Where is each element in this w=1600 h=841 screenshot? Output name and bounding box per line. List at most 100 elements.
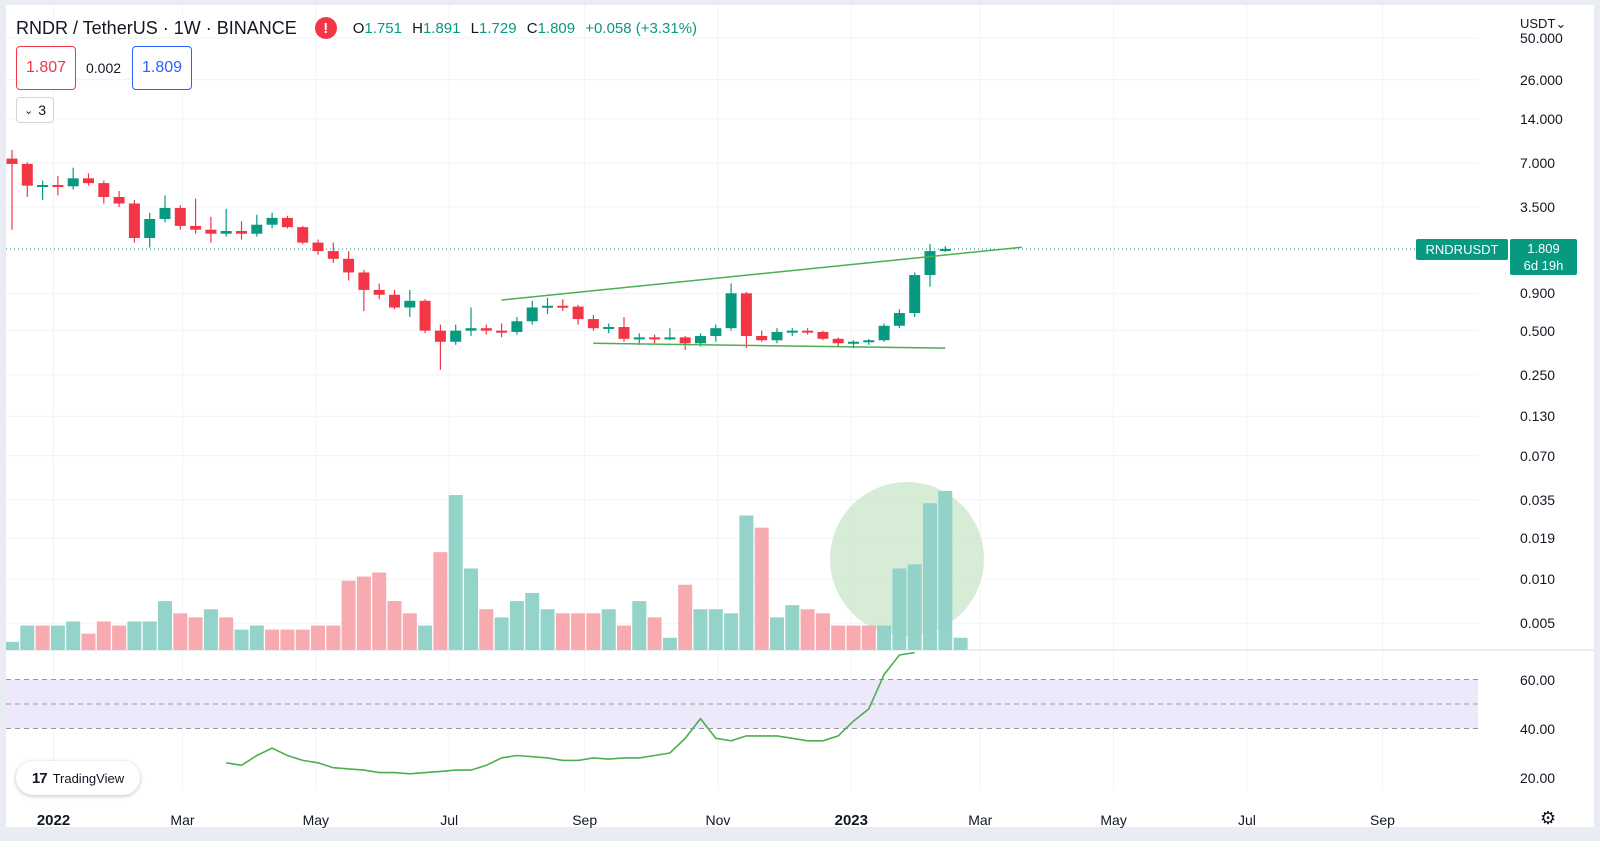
- symbol-price-label: RNDRUSDT: [1416, 239, 1508, 260]
- rsi-tick-label: 60.00: [1520, 671, 1556, 688]
- price-tick-label: 0.035: [1520, 491, 1556, 508]
- volume-bar: [770, 617, 784, 650]
- volume-bar: [341, 580, 356, 650]
- volume-bar: [800, 609, 815, 650]
- candle-body: [679, 337, 691, 344]
- low-value: 1.729: [479, 19, 517, 37]
- volume-bar: [188, 617, 203, 650]
- time-tick-label: Sep: [572, 812, 598, 828]
- volume-bar: [372, 572, 387, 650]
- time-tick-label: May: [302, 812, 330, 828]
- volume-bar: [540, 609, 555, 650]
- alert-icon[interactable]: !: [314, 17, 337, 39]
- rsi-tick-label: 20.00: [1520, 769, 1556, 786]
- frame-border-bottom: [0, 827, 1600, 841]
- candle-body: [587, 319, 599, 329]
- candle-body: [695, 335, 706, 344]
- tradingview-logo[interactable]: 17 TradingView: [16, 761, 140, 795]
- chevron-down-icon: ⌄: [23, 104, 34, 117]
- candle-body: [358, 272, 370, 290]
- volume-bar: [785, 605, 800, 650]
- volume-bar: [81, 633, 96, 650]
- symbol-title[interactable]: RNDR / TetherUS · 1W · BINANCE: [16, 17, 297, 38]
- candle-body: [740, 293, 752, 336]
- volume-bar: [846, 625, 861, 650]
- time-tick-label: 2022: [36, 812, 71, 829]
- volume-bar: [96, 621, 111, 650]
- volume-bar: [5, 641, 19, 650]
- price-tick-label: 0.500: [1520, 322, 1556, 339]
- volume-bar: [356, 576, 371, 650]
- candle-body: [174, 207, 186, 226]
- candle-body: [251, 224, 263, 234]
- volume-bar: [203, 609, 218, 650]
- volume-bar: [555, 613, 570, 650]
- last-price-label: 1.809 6d 19h: [1510, 239, 1577, 275]
- volume-bar: [953, 637, 968, 650]
- candle-body: [557, 305, 569, 308]
- candle-body: [312, 242, 324, 252]
- candle-body: [832, 338, 844, 344]
- trendline: [501, 246, 1022, 301]
- currency-selector[interactable]: USDT⌄: [1520, 16, 1566, 32]
- candle-body: [802, 330, 814, 333]
- time-tick-label: Sep: [1369, 812, 1395, 828]
- low-label: L: [470, 19, 480, 37]
- volume-bar: [50, 625, 65, 650]
- candle-body: [572, 306, 584, 320]
- candle-body: [281, 217, 293, 228]
- time-tick-label: Jul: [1237, 812, 1256, 828]
- volume-bar: [892, 568, 907, 650]
- candle-body: [817, 331, 829, 339]
- volume-bar: [433, 552, 448, 650]
- sell-button[interactable]: 1.807: [16, 46, 76, 90]
- volume-bar: [66, 621, 81, 650]
- candle-body: [83, 178, 94, 184]
- volume-bar: [234, 629, 249, 650]
- currency-label: USDT: [1520, 16, 1556, 31]
- time-tick-label: Mar: [968, 812, 993, 828]
- volume-bar: [617, 625, 631, 650]
- close-label: C: [526, 19, 538, 37]
- candle-body: [389, 294, 400, 308]
- volume-bar: [249, 625, 264, 650]
- price-tick-label: 0.010: [1520, 571, 1556, 588]
- candle-body: [939, 248, 951, 252]
- candle-body: [496, 330, 508, 333]
- candle-body: [144, 218, 156, 239]
- gear-icon[interactable]: ⚙: [1540, 808, 1557, 828]
- candle-body: [128, 203, 140, 239]
- time-tick-label: Jul: [440, 812, 459, 828]
- volume-bar: [464, 568, 478, 650]
- indicators-collapse-button[interactable]: ⌄ 3: [16, 97, 54, 123]
- candle-body: [909, 275, 921, 314]
- volume-bar: [678, 584, 693, 650]
- buy-button[interactable]: 1.809: [132, 46, 192, 90]
- volume-bar: [509, 601, 524, 650]
- volume-bar: [647, 617, 662, 650]
- volume-bar: [907, 564, 922, 650]
- time-tick-label: May: [1100, 812, 1127, 828]
- candle-body: [618, 326, 630, 339]
- volume-bar: [571, 613, 586, 650]
- rsi-line: [226, 651, 915, 775]
- candle-body: [205, 229, 217, 234]
- candle-body: [419, 300, 431, 331]
- candle-body: [434, 330, 446, 342]
- price-tick-label: 26.000: [1520, 71, 1563, 88]
- candle-body: [542, 305, 553, 308]
- candle-body: [297, 227, 309, 243]
- volume-bar: [311, 625, 325, 650]
- volume-bar: [739, 515, 754, 650]
- candle-body: [266, 217, 278, 225]
- volume-bar: [938, 491, 953, 650]
- candle-body: [220, 231, 232, 234]
- chevron-down-icon: ⌄: [1555, 16, 1567, 31]
- volume-bar: [662, 637, 677, 650]
- volume-bar: [219, 617, 234, 650]
- volume-bar: [295, 629, 310, 650]
- volume-bar: [448, 495, 463, 650]
- volume-bar: [112, 625, 127, 650]
- candle-body: [37, 185, 49, 188]
